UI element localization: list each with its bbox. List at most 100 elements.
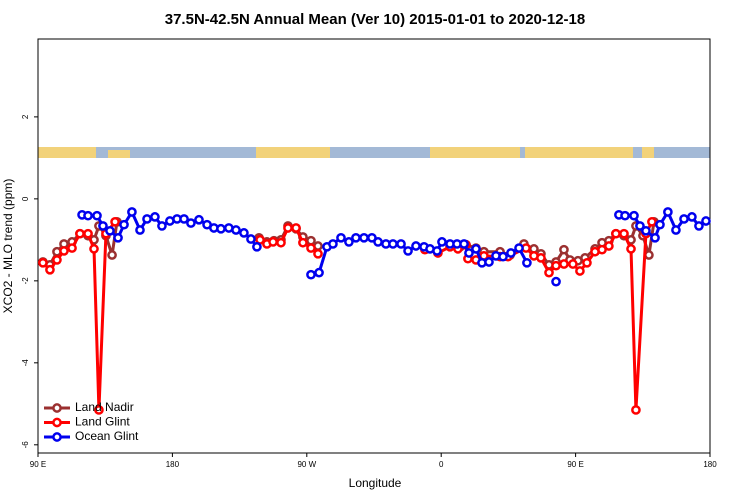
point	[650, 232, 660, 243]
point	[464, 248, 474, 258]
point	[306, 243, 316, 253]
point	[644, 250, 654, 260]
point	[336, 232, 346, 243]
point	[59, 246, 69, 256]
point	[635, 221, 645, 231]
point	[142, 214, 152, 224]
point	[582, 257, 592, 268]
point	[641, 225, 651, 236]
point	[314, 267, 324, 278]
point	[306, 269, 316, 280]
point	[135, 225, 145, 235]
legend-marker	[52, 417, 62, 428]
point	[359, 232, 369, 243]
point	[522, 257, 532, 268]
point	[559, 244, 569, 255]
point	[298, 237, 308, 248]
point	[179, 214, 189, 224]
point	[119, 219, 129, 230]
point	[107, 250, 117, 260]
point	[437, 237, 447, 247]
point	[306, 235, 316, 246]
point	[38, 257, 48, 268]
point	[291, 223, 301, 233]
point	[619, 228, 629, 239]
point	[604, 241, 614, 251]
point	[113, 232, 123, 243]
point	[127, 207, 137, 217]
point	[575, 266, 585, 276]
point	[252, 241, 262, 252]
point	[484, 257, 494, 267]
point	[597, 244, 607, 255]
legend-marker	[52, 432, 62, 442]
point	[150, 212, 160, 222]
point	[611, 228, 621, 239]
point	[671, 225, 681, 235]
point	[194, 214, 204, 225]
point	[89, 244, 99, 254]
point	[83, 210, 93, 221]
point	[551, 276, 561, 287]
point	[83, 228, 93, 239]
point	[655, 219, 665, 230]
point	[157, 221, 167, 231]
x-tick-label: 90 E	[567, 460, 583, 469]
point	[687, 212, 697, 222]
point	[373, 237, 383, 247]
point	[701, 216, 711, 226]
point	[568, 259, 578, 269]
legend-label: Ocean Glint	[75, 429, 139, 443]
point	[268, 237, 278, 247]
point	[471, 244, 481, 254]
x-tick-label: 90 E	[30, 460, 46, 469]
point	[620, 210, 630, 221]
y-tick-label: 0	[21, 196, 30, 201]
point	[388, 239, 398, 249]
plot-frame	[37, 38, 711, 454]
point	[694, 221, 704, 231]
point	[216, 223, 226, 234]
map-strip	[38, 147, 710, 158]
point	[498, 251, 508, 262]
point	[631, 405, 641, 415]
point	[45, 264, 55, 275]
point	[679, 214, 689, 224]
point	[432, 246, 442, 256]
point	[313, 248, 323, 259]
point	[544, 267, 554, 278]
point	[110, 216, 120, 227]
y-tick-label: 2	[21, 114, 30, 119]
point	[536, 253, 546, 263]
point	[629, 210, 639, 221]
point	[647, 216, 657, 227]
x-tick-label: 180	[166, 460, 180, 469]
point	[559, 259, 569, 269]
x-tick-label: 180	[703, 460, 717, 469]
point	[186, 218, 196, 228]
point	[411, 241, 421, 251]
point	[328, 239, 338, 249]
point	[92, 210, 102, 221]
y-tick-label: -6	[21, 441, 30, 449]
x-tick-label: 90 W	[297, 460, 316, 469]
point	[231, 225, 241, 235]
x-tick-label: 0	[439, 460, 444, 469]
point	[75, 228, 85, 239]
legend-label: Land Glint	[75, 415, 130, 429]
y-tick-label: -4	[21, 359, 30, 367]
legend-label: Land Nadir	[75, 400, 134, 414]
y-tick-label: -2	[21, 277, 30, 285]
point	[551, 260, 561, 271]
point	[403, 246, 413, 256]
point	[626, 244, 636, 254]
x-axis-label: Longitude	[349, 476, 402, 490]
legend-marker	[52, 403, 62, 413]
point	[396, 239, 406, 249]
point	[283, 223, 293, 233]
point	[52, 255, 62, 265]
point	[351, 232, 361, 243]
y-axis-label: XCO2 - MLO trend (ppm)	[1, 179, 15, 314]
point	[506, 248, 516, 258]
point	[344, 237, 354, 247]
